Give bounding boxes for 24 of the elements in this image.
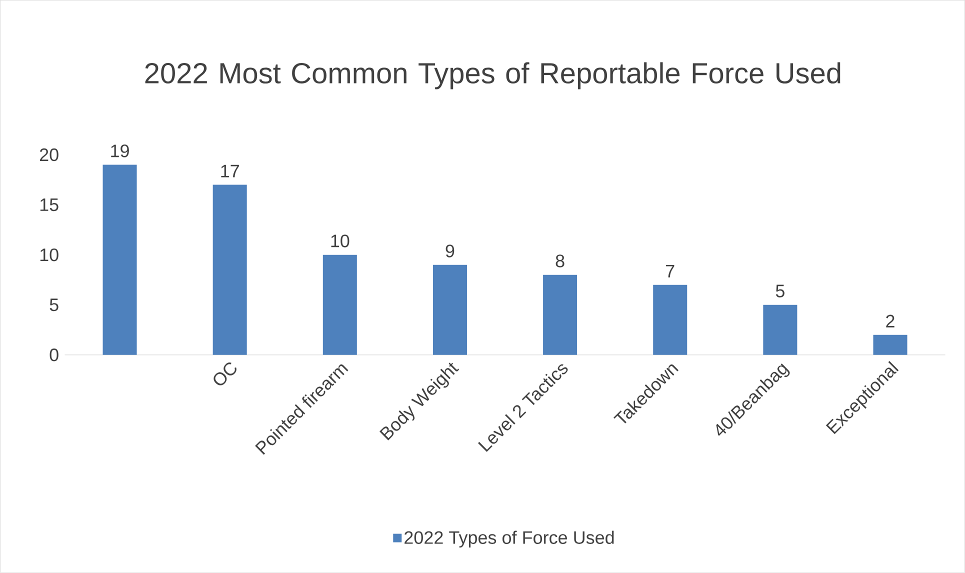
data-label: 10 [331, 234, 350, 248]
data-label: 5 [776, 284, 784, 298]
y-tick-label: 15 [40, 198, 58, 212]
bar [432, 264, 467, 356]
data-label: 7 [666, 265, 674, 278]
data-label: 9 [446, 244, 454, 258]
y-tick-label: 20 [40, 148, 58, 162]
bar [543, 274, 578, 356]
y-tick-label: 0 [50, 348, 58, 362]
data-label: 8 [556, 254, 564, 268]
data-label: 2 [886, 314, 894, 328]
chart-title: 2022 Most Common Types of Reportable Force Used [145, 62, 840, 90]
bar [763, 305, 798, 356]
bar [873, 335, 908, 356]
data-label: 17 [221, 165, 239, 178]
data-label: 19 [111, 144, 129, 158]
bar [102, 164, 137, 356]
y-tick-label: 5 [50, 298, 58, 312]
x-tick-label: OC [214, 362, 236, 386]
y-tick-label: 10 [40, 248, 58, 262]
bar [322, 254, 357, 356]
bar [212, 184, 247, 356]
bar [653, 285, 688, 356]
legend-label: 2022 Types of Force Used [404, 530, 614, 548]
